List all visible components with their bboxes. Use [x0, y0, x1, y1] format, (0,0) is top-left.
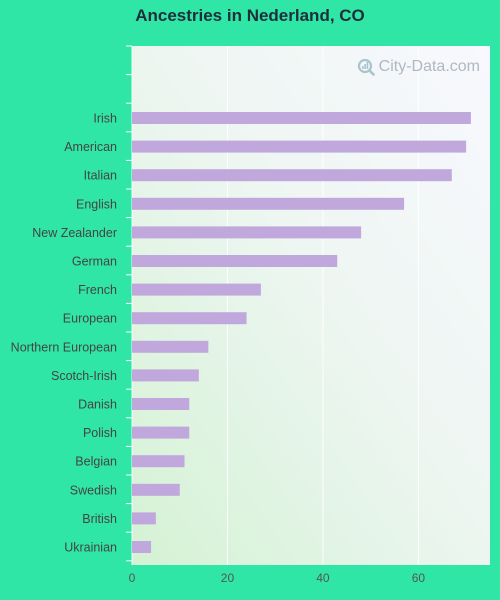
x-tick-label: 20: [221, 571, 235, 585]
category-label: Northern European: [11, 340, 117, 354]
bar: [132, 197, 405, 210]
watermark-text: City-Data.com: [378, 58, 480, 75]
magnifier-icon: [357, 58, 375, 76]
category-label: French: [78, 283, 117, 297]
bar: [132, 255, 338, 267]
bar: [132, 512, 156, 525]
bars: [132, 112, 471, 553]
category-label: Danish: [78, 398, 117, 412]
category-label: British: [82, 512, 117, 526]
bar: [132, 541, 152, 553]
bar: [132, 398, 190, 410]
bar: [132, 312, 247, 325]
category-label: German: [72, 255, 117, 269]
tick-labels: 0 20 40 60: [129, 571, 426, 585]
bar: [132, 340, 209, 353]
category-label: Polish: [83, 426, 117, 440]
axis: [126, 45, 132, 562]
bar: [132, 169, 452, 182]
category-label: Ukrainian: [64, 541, 117, 555]
bar: [132, 140, 467, 153]
category-label: Italian: [84, 169, 117, 183]
chart-title: Ancestries in Nederland, CO: [135, 6, 365, 25]
watermark: City-Data.com: [357, 58, 480, 76]
x-tick-label: 60: [412, 571, 426, 585]
bar: [132, 426, 190, 439]
plot-area: [132, 46, 490, 565]
category-label: Irish: [93, 112, 117, 126]
category-labels: Irish American Italian English New Zealander…: [11, 112, 117, 555]
grid-lines: [131, 46, 419, 565]
bar: [132, 455, 185, 468]
category-label: English: [76, 197, 117, 211]
category-label: European: [63, 312, 117, 326]
category-label: Swedish: [70, 483, 117, 497]
category-label: Scotch-Irish: [51, 369, 117, 383]
category-label: American: [64, 140, 117, 154]
bar: [132, 112, 471, 124]
bar: [132, 283, 261, 296]
category-label: Belgian: [75, 455, 117, 469]
x-tick-label: 40: [316, 571, 330, 585]
bar: [132, 483, 180, 496]
bar: [132, 226, 362, 239]
bar: [132, 369, 199, 382]
x-tick-label: 0: [129, 571, 136, 585]
category-label: New Zealander: [32, 226, 117, 240]
